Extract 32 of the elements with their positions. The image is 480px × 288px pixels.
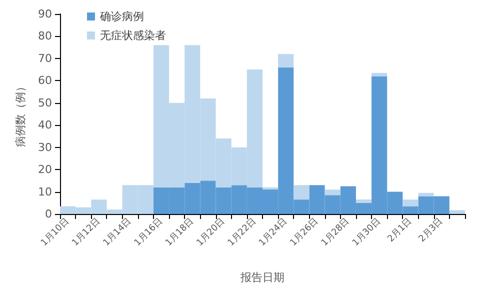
bar xyxy=(356,200,372,203)
x-tick-label: 1月26日 xyxy=(288,216,321,248)
y-tick-label: 80 xyxy=(38,30,52,43)
legend-label: 确诊病例 xyxy=(99,10,144,23)
x-tick-label: 1月30日 xyxy=(350,216,383,248)
y-axis-title: 病例数（例） xyxy=(14,81,27,147)
x-tick-label: 1月28日 xyxy=(320,216,352,248)
bar xyxy=(278,54,294,68)
y-tick-label: 30 xyxy=(38,140,52,154)
y-tick-label: 60 xyxy=(38,74,52,88)
x-tick-label: 1月22日 xyxy=(226,216,258,248)
x-tick-label: 2月3日 xyxy=(417,216,446,244)
legend-label: 无症状感染者 xyxy=(100,29,166,42)
bar xyxy=(449,210,465,214)
x-tick-label: 1月18日 xyxy=(164,216,196,248)
x-tick-label: 1月16日 xyxy=(132,216,165,248)
bar xyxy=(262,187,278,190)
x-tick-label: 1月20日 xyxy=(195,216,228,248)
y-tick-label: 50 xyxy=(38,96,52,110)
y-tick-label: 20 xyxy=(38,163,52,176)
bar xyxy=(324,190,340,196)
x-tick-label: 1月12日 xyxy=(70,216,102,248)
x-axis-title: 报告日期 xyxy=(240,271,284,284)
x-tick-label: 1月14日 xyxy=(102,216,134,248)
bar xyxy=(402,200,418,206)
y-tick-label: 90 xyxy=(38,8,52,20)
y-tick-label: 70 xyxy=(38,52,52,65)
x-tick-label: 2月1日 xyxy=(386,216,414,244)
x-tick-label: 1月24日 xyxy=(257,216,290,248)
y-tick-label: 40 xyxy=(38,118,52,132)
y-tick-label: 10 xyxy=(38,185,52,198)
bar xyxy=(294,185,310,200)
